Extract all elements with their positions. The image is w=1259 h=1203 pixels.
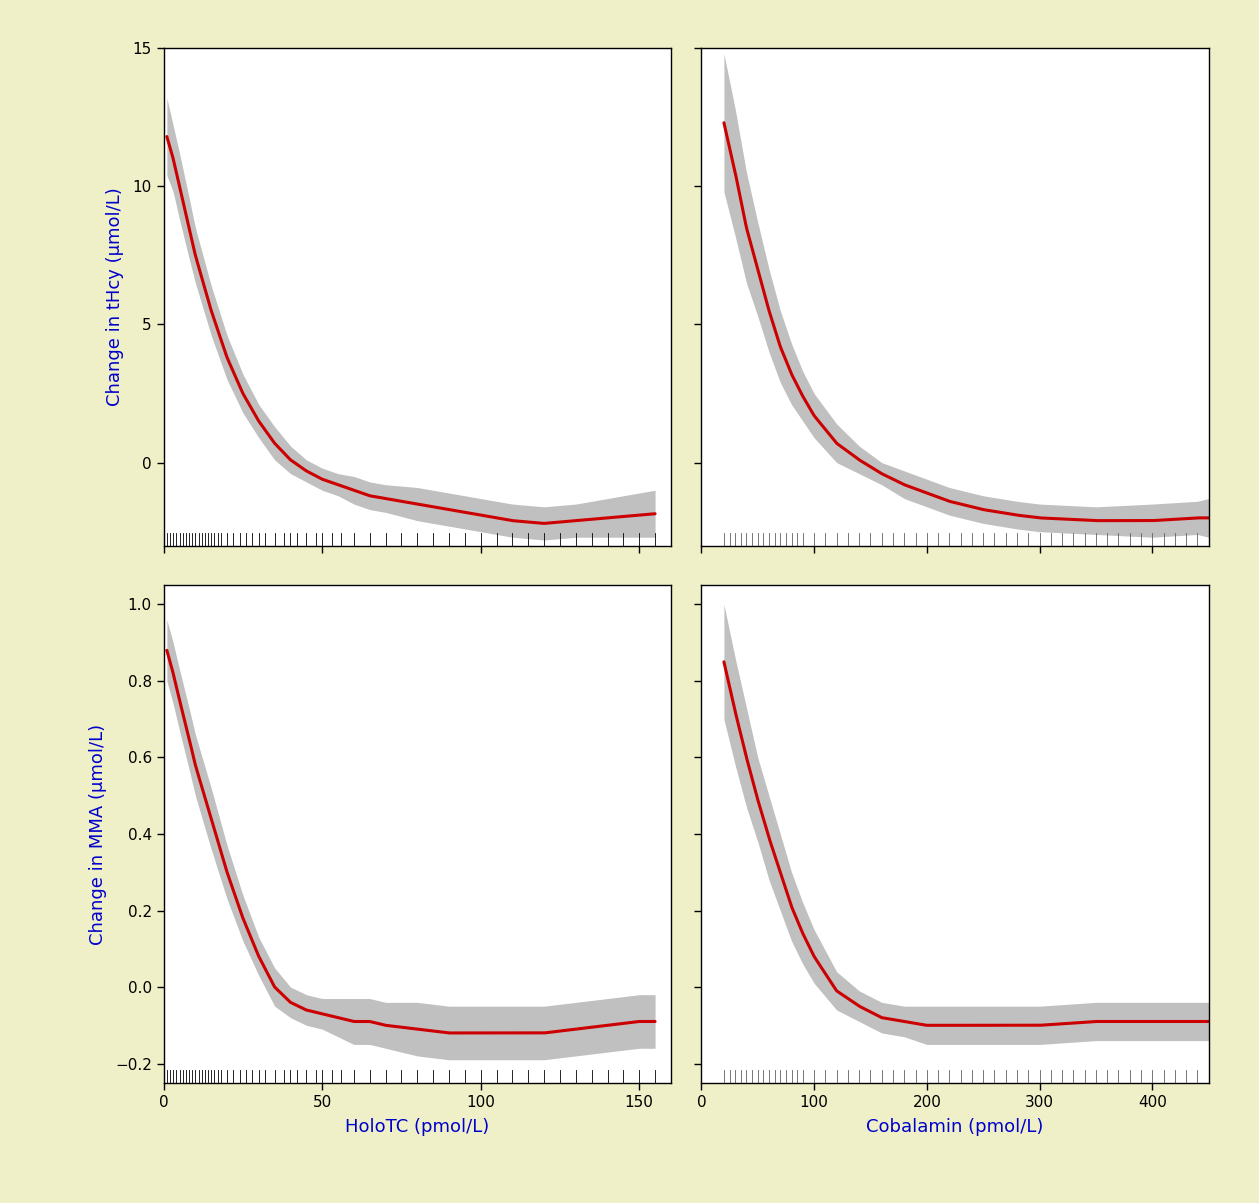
Y-axis label: Change in MMA (μmol/L): Change in MMA (μmol/L) — [88, 723, 107, 944]
X-axis label: HoloTC (pmol/L): HoloTC (pmol/L) — [345, 1118, 490, 1136]
Y-axis label: Change in tHcy (μmol/L): Change in tHcy (μmol/L) — [106, 188, 125, 407]
X-axis label: Cobalamin (pmol/L): Cobalamin (pmol/L) — [866, 1118, 1044, 1136]
